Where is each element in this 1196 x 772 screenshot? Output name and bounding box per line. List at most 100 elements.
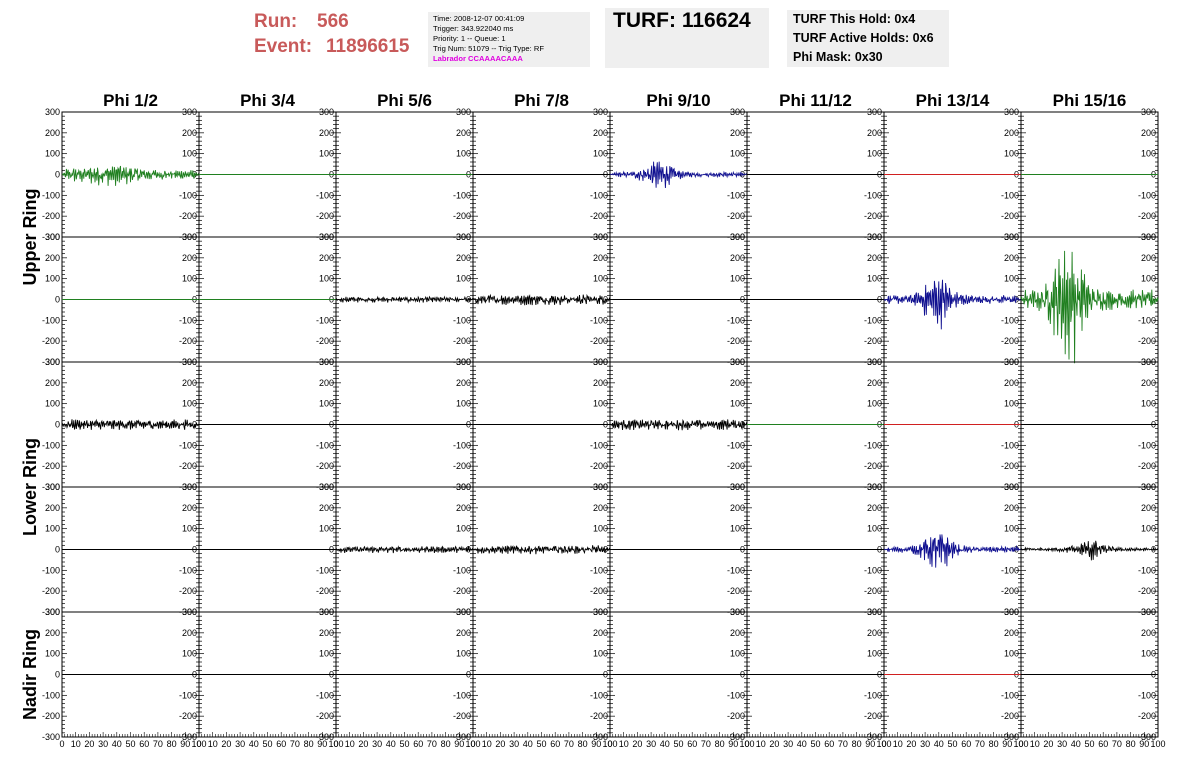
x-tick-label: 80: [989, 739, 999, 749]
phi-mask: Phi Mask: 0x30: [793, 50, 883, 64]
y-tick-label: 300: [867, 607, 882, 617]
x-tick-label: 50: [810, 739, 820, 749]
y-tick-label: -200: [727, 586, 745, 596]
x-tick-label: 100: [1013, 739, 1028, 749]
x-tick-label: 0: [1018, 739, 1023, 749]
waveform-trace: [609, 161, 748, 189]
y-tick-label: 200: [730, 378, 745, 388]
run-label: Run:: [254, 11, 298, 32]
y-tick-label: -200: [453, 336, 471, 346]
waveform-panel: 300 300 200 200 100 100 0 0 -100 -100 -200 -200 -300…: [42, 357, 200, 492]
turf-this-hold: TURF This Hold: 0x4: [793, 12, 916, 26]
x-tick-label: 20: [358, 739, 368, 749]
y-tick-label: 100: [182, 274, 197, 284]
y-tick-label: -100: [1001, 565, 1019, 575]
y-tick-label: -100: [590, 315, 608, 325]
y-tick-label: -200: [179, 586, 197, 596]
y-tick-label: -200: [864, 586, 882, 596]
y-tick-label: 300: [45, 607, 60, 617]
y-tick-label: 300: [319, 107, 334, 117]
y-tick-label: -200: [316, 461, 334, 471]
y-tick-label: -100: [42, 440, 60, 450]
x-tick-label: 20: [769, 739, 779, 749]
labrador-text: Labrador CCAAAACAAA: [433, 54, 523, 63]
y-tick-label: 100: [867, 649, 882, 659]
y-tick-label: -100: [590, 565, 608, 575]
x-tick-label: 0: [470, 739, 475, 749]
y-tick-label: 100: [593, 524, 608, 534]
y-tick-label: 300: [1141, 232, 1156, 242]
x-tick-label: 50: [1084, 739, 1094, 749]
y-tick-label: 200: [730, 253, 745, 263]
column-title: Phi 15/16: [1053, 91, 1127, 110]
y-tick-label: 300: [182, 482, 197, 492]
x-tick-label: 40: [1071, 739, 1081, 749]
y-tick-label: -100: [1001, 440, 1019, 450]
y-tick-label: -200: [453, 586, 471, 596]
x-tick-label: 30: [98, 739, 108, 749]
y-tick-label: 300: [182, 357, 197, 367]
x-tick-label: 90: [591, 739, 601, 749]
x-tick-label: 60: [139, 739, 149, 749]
y-tick-label: -200: [727, 336, 745, 346]
column-title: Phi 5/6: [377, 91, 432, 110]
y-tick-label: -200: [179, 336, 197, 346]
y-tick-label: 300: [1004, 357, 1019, 367]
y-tick-label: 300: [182, 232, 197, 242]
y-tick-label: 100: [867, 399, 882, 409]
column-title: Phi 9/10: [646, 91, 710, 110]
x-tick-label: 60: [550, 739, 560, 749]
y-tick-label: 200: [456, 503, 471, 513]
y-tick-label: 100: [867, 274, 882, 284]
y-tick-label: -200: [1138, 586, 1156, 596]
y-tick-label: -100: [1138, 440, 1156, 450]
y-tick-label: 100: [45, 399, 60, 409]
y-tick-label: 200: [45, 503, 60, 513]
y-tick-label: -200: [453, 711, 471, 721]
y-tick-label: 100: [45, 149, 60, 159]
x-tick-label: 40: [523, 739, 533, 749]
y-tick-label: -100: [727, 315, 745, 325]
x-tick-label: 70: [427, 739, 437, 749]
y-tick-label: 300: [867, 107, 882, 117]
y-tick-label: -100: [453, 690, 471, 700]
trigger-info-box: Time: 2008-12-07 00:41:09 Trigger: 343.9…: [428, 12, 590, 67]
x-tick-label: 80: [1126, 739, 1136, 749]
x-tick-label: 70: [290, 739, 300, 749]
y-tick-label: 300: [593, 232, 608, 242]
y-tick-label: -100: [453, 440, 471, 450]
waveform-trace: [335, 545, 474, 554]
y-tick-label: -200: [1138, 336, 1156, 346]
y-tick-label: 0: [55, 545, 60, 555]
y-tick-label: -100: [590, 190, 608, 200]
y-tick-label: 300: [456, 232, 471, 242]
y-tick-label: -200: [864, 211, 882, 221]
column-title: Phi 1/2: [103, 91, 158, 110]
x-tick-label: 80: [578, 739, 588, 749]
y-tick-label: 200: [45, 378, 60, 388]
y-tick-label: 200: [730, 503, 745, 513]
x-tick-label: 70: [153, 739, 163, 749]
y-tick-label: -100: [1138, 565, 1156, 575]
y-tick-label: -100: [316, 440, 334, 450]
y-tick-label: 100: [593, 149, 608, 159]
y-tick-label: 100: [45, 274, 60, 284]
y-tick-label: -200: [590, 711, 608, 721]
y-tick-label: 300: [593, 482, 608, 492]
x-tick-label: 10: [1030, 739, 1040, 749]
y-tick-label: 300: [45, 232, 60, 242]
x-tick-label: 30: [646, 739, 656, 749]
x-tick-label: 10: [619, 739, 629, 749]
y-tick-label: 300: [867, 357, 882, 367]
y-tick-label: -200: [1001, 336, 1019, 346]
y-tick-label: 300: [1004, 482, 1019, 492]
y-tick-label: 300: [593, 107, 608, 117]
y-tick-label: 0: [55, 170, 60, 180]
y-tick-label: -200: [42, 461, 60, 471]
